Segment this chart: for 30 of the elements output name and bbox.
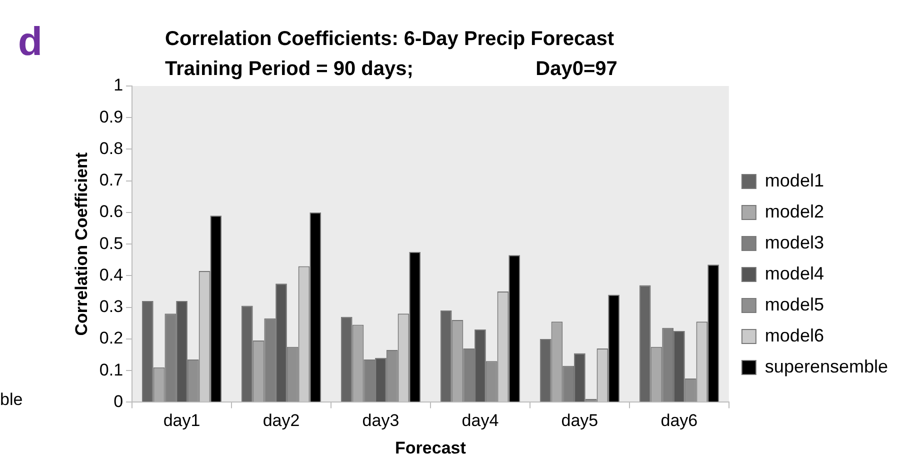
y-tick-label: 0.1 <box>99 360 124 380</box>
y-tick-label: 0 <box>114 392 124 411</box>
y-tick-label: 0.5 <box>99 234 124 253</box>
y-tick-label: 0.4 <box>99 265 124 284</box>
x-axis-title: Forecast <box>395 438 466 458</box>
y-tick-label: 0.3 <box>99 297 124 316</box>
y-axis-title: Correlation Coefficient <box>72 152 91 336</box>
x-tick-label: day3 <box>362 411 400 430</box>
y-tick-label: 1 <box>114 76 124 95</box>
x-tick-label: day4 <box>462 411 499 430</box>
text: d <box>18 20 42 65</box>
y-tick-label: 0.2 <box>99 328 124 348</box>
legend-label: model2 <box>764 201 824 222</box>
y-tick-label: 0.8 <box>99 138 124 158</box>
legend-label: model6 <box>764 325 824 346</box>
chart-subtitle: Training Period = 90 days; Day0=97 <box>165 57 618 82</box>
x-tick-label: day2 <box>262 411 300 430</box>
legend-label: model4 <box>764 263 824 284</box>
legend-label: superensemble <box>764 356 888 376</box>
x-tick-label: day6 <box>660 411 698 430</box>
chart-title: Correlation Coefficients: 6-Day Precip Forecast <box>165 27 616 52</box>
legend-label: model3 <box>764 232 824 252</box>
y-tick-label: 0.6 <box>99 202 124 222</box>
text: ble <box>0 390 23 410</box>
y-tick-label: 0.9 <box>99 107 124 126</box>
x-tick-label: day5 <box>561 411 598 430</box>
legend-label: model5 <box>764 294 824 314</box>
legend-label: model1 <box>764 170 824 190</box>
y-tick-label: 0.7 <box>99 170 124 190</box>
x-tick-label: day1 <box>163 411 200 430</box>
